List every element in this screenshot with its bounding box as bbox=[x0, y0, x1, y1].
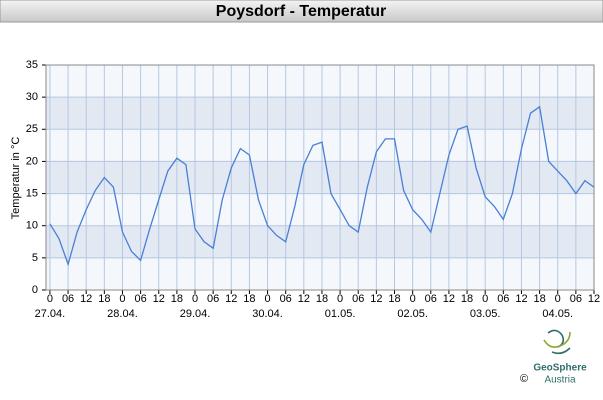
x-tick-label: 12 bbox=[225, 293, 237, 305]
x-tick-label: 0 bbox=[410, 293, 416, 305]
x-tick-label: 06 bbox=[352, 293, 364, 305]
date-label: 04.05. bbox=[542, 308, 573, 320]
x-tick-label: 0 bbox=[119, 293, 125, 305]
date-label: 03.05. bbox=[470, 308, 501, 320]
x-tick-label: 0 bbox=[47, 293, 53, 305]
x-tick-label: 18 bbox=[461, 293, 473, 305]
x-tick-label: 0 bbox=[555, 293, 561, 305]
temperature-line bbox=[49, 105, 595, 267]
date-label: 27.04. bbox=[35, 308, 66, 320]
x-tick-label: 0 bbox=[482, 293, 488, 305]
logo-mark bbox=[547, 329, 565, 348]
band bbox=[46, 225, 594, 258]
x-tick-label: 12 bbox=[80, 293, 92, 305]
x-tick-label: 18 bbox=[533, 293, 545, 305]
logo: GeoSphere Austria © bbox=[520, 329, 587, 386]
x-tick-label: 06 bbox=[280, 293, 292, 305]
x-tick-label: 12 bbox=[153, 293, 165, 305]
x-tick-label: 18 bbox=[388, 293, 400, 305]
x-tick-label: 18 bbox=[171, 293, 183, 305]
title-bar bbox=[0, 0, 603, 23]
logo-mark bbox=[543, 331, 571, 348]
x-tick-label: 12 bbox=[588, 293, 600, 305]
y-tick-label: 10 bbox=[26, 220, 38, 232]
x-tick-label: 12 bbox=[370, 293, 382, 305]
x-tick-label: 0 bbox=[337, 293, 343, 305]
x-tick-label: 06 bbox=[62, 293, 74, 305]
x-tick-label: 06 bbox=[425, 293, 437, 305]
date-label: 28.04. bbox=[107, 308, 138, 320]
x-tick-label: 06 bbox=[207, 293, 219, 305]
y-tick-label: 0 bbox=[32, 284, 38, 296]
date-label: 02.05. bbox=[397, 308, 428, 320]
y-tick-label: 35 bbox=[26, 59, 38, 71]
y-tick-label: 15 bbox=[26, 187, 38, 199]
date-label: 29.04. bbox=[180, 308, 211, 320]
y-tick-label: 20 bbox=[26, 155, 38, 167]
y-tick-label: 25 bbox=[26, 123, 38, 135]
chart-title: Poysdorf - Temperatur bbox=[216, 3, 386, 20]
x-tick-label: 12 bbox=[515, 293, 527, 305]
y-tick-label: 30 bbox=[26, 91, 38, 103]
y-axis-label: Temperatur in °C bbox=[10, 137, 22, 220]
logo-mark bbox=[551, 347, 571, 355]
x-tick-label: 12 bbox=[443, 293, 455, 305]
date-label: 30.04. bbox=[252, 308, 283, 320]
band bbox=[46, 97, 594, 130]
logo-sub: Austria bbox=[544, 375, 576, 386]
x-tick-label: 18 bbox=[98, 293, 110, 305]
x-tick-label: 18 bbox=[316, 293, 328, 305]
x-tick-label: 06 bbox=[497, 293, 509, 305]
x-tick-label: 06 bbox=[570, 293, 582, 305]
x-tick-label: 0 bbox=[264, 293, 270, 305]
date-label: 01.05. bbox=[325, 308, 356, 320]
logo-name: GeoSphere bbox=[533, 363, 587, 374]
x-tick-label: 06 bbox=[134, 293, 146, 305]
band bbox=[46, 161, 594, 194]
plot-border bbox=[45, 64, 595, 291]
copyright: © bbox=[520, 373, 528, 385]
x-tick-label: 12 bbox=[298, 293, 310, 305]
x-tick-label: 0 bbox=[192, 293, 198, 305]
x-tick-label: 18 bbox=[243, 293, 255, 305]
y-tick-label: 5 bbox=[32, 252, 38, 264]
